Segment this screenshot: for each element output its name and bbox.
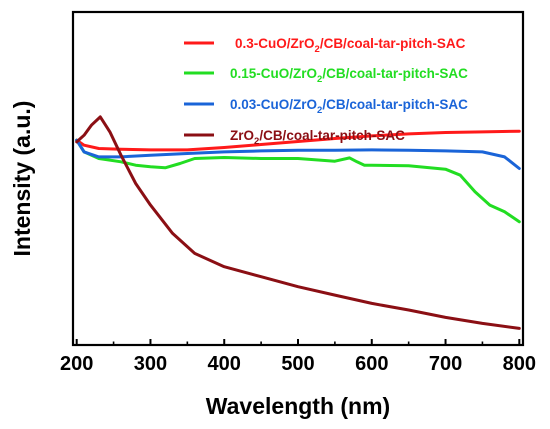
- series-line-2: [75, 138, 521, 224]
- plot-lines: [75, 115, 521, 330]
- series-line-3: [75, 138, 521, 170]
- legend-label-4: ZrO2/CB/coal-tar-pitch-SAC: [230, 128, 405, 147]
- x-tick-label: 800: [503, 353, 536, 375]
- series-line-1: [75, 129, 521, 152]
- x-tick-label: 400: [208, 353, 241, 375]
- legend-label-3: 0.03-CuO/ZrO2/CB/coal-tar-pitch-SAC: [230, 97, 468, 116]
- x-tick-label: 200: [60, 353, 93, 375]
- x-axis-title: Wavelength (nm): [206, 393, 390, 419]
- y-axis-title: Intensity (a.u.): [9, 101, 35, 257]
- x-tick-label: 500: [281, 353, 314, 375]
- series-line-4: [75, 115, 521, 330]
- ticks: 200 300 400 500 600 700 800: [60, 339, 536, 375]
- x-tick-label: 700: [429, 353, 462, 375]
- legend-label-1: 0.3-CuO/ZrO2/CB/coal-tar-pitch-SAC: [235, 36, 466, 55]
- x-tick-label: 300: [134, 353, 167, 375]
- plot-frame: [71, 10, 525, 347]
- x-tick-label: 600: [355, 353, 388, 375]
- legend-label-2: 0.15-CuO/ZrO2/CB/coal-tar-pitch-SAC: [230, 66, 468, 85]
- legend: 0.3-CuO/ZrO2/CB/coal-tar-pitch-SAC 0.15-C…: [184, 36, 468, 147]
